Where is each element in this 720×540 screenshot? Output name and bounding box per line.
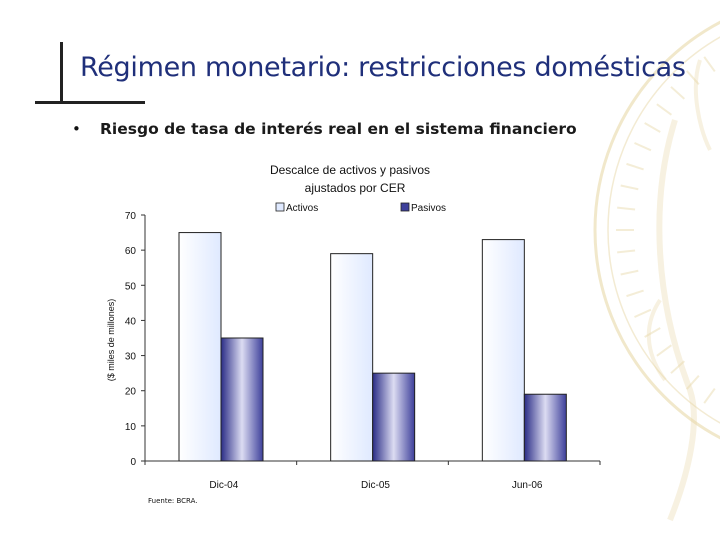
bar-activos-dic-05 — [330, 253, 374, 462]
legend-label-activos: Activos — [286, 203, 318, 214]
bullet-text: Riesgo de tasa de interés real en el sis… — [100, 120, 577, 138]
bar-pasivos-jun-06 — [523, 393, 567, 462]
x-tick-label: Dic-05 — [361, 480, 390, 491]
y-tick-label: 30 — [125, 352, 137, 363]
chart-title: Descalce de activos y pasivos — [270, 163, 430, 177]
bar-pasivos-dic-04 — [220, 337, 264, 462]
legend: Activos Pasivos — [275, 202, 446, 214]
y-axis-label: ($ miles de millones) — [106, 299, 116, 382]
legend-label-pasivos: Pasivos — [411, 203, 446, 214]
frame-horizontal-line — [35, 101, 145, 104]
chart-subtitle: ajustados por CER — [305, 181, 406, 195]
y-tick-label: 60 — [125, 246, 137, 257]
bar-pasivos-dic-05 — [372, 372, 416, 462]
legend-swatch-pasivos — [400, 202, 410, 212]
y-tick-label: 50 — [125, 281, 137, 292]
source-note: Fuente: BCRA. — [148, 497, 198, 505]
y-tick-label: 10 — [125, 422, 137, 433]
bar-activos-jun-06 — [481, 239, 525, 462]
y-tick-label: 0 — [130, 457, 136, 468]
y-tick-label: 20 — [125, 387, 137, 398]
legend-swatch-activos — [275, 202, 285, 212]
y-tick-label: 40 — [125, 316, 137, 327]
slide-title: Régimen monetario: restricciones domésti… — [80, 52, 686, 83]
y-tick-label: 70 — [125, 211, 137, 222]
x-tick-label: Dic-04 — [209, 480, 238, 491]
bar-activos-dic-04 — [178, 232, 222, 462]
bullet-icon: • — [72, 120, 81, 138]
frame-vertical-line — [60, 42, 63, 104]
plot-area: 0 10 20 30 40 50 60 70 Dic-04 Dic-05 Jun-06 — [125, 211, 601, 491]
x-tick-label: Jun-06 — [512, 480, 543, 491]
